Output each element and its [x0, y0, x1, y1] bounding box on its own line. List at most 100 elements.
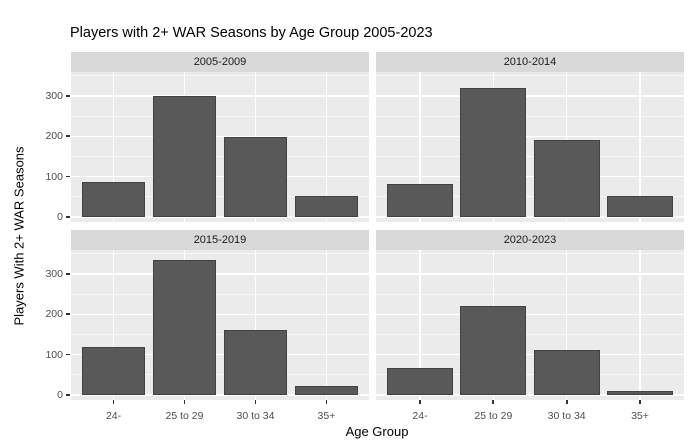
minor-gridline [71, 156, 369, 158]
bar-24- [81, 181, 146, 217]
bar-25-to-29 [152, 260, 217, 395]
bar-25-to-29 [460, 306, 527, 395]
y-tick-mark [66, 216, 70, 218]
vertical-gridline [325, 250, 328, 400]
facet-strip: 2020-2023 [376, 230, 684, 250]
x-tick-label: 24- [412, 410, 428, 422]
minor-gridline [376, 374, 684, 376]
x-tick-mark [419, 400, 421, 404]
y-tick-label: 0 [57, 389, 63, 401]
x-tick-mark [183, 400, 186, 404]
facet-2015-2019: 2015-2019 0 100 200 300 24- 25 to 29 30 to 34 3… [45, 230, 369, 422]
vertical-gridline [325, 72, 328, 222]
facet-strip: 2010-2014 [376, 52, 684, 72]
minor-gridline [71, 115, 369, 117]
y-tick-label: 100 [45, 170, 63, 183]
facet-panel [71, 250, 369, 400]
minor-gridline [376, 156, 684, 158]
major-gridline [376, 273, 684, 275]
y-tick-label: 100 [45, 348, 63, 361]
bar-25-to-29 [460, 88, 527, 217]
major-gridline [71, 273, 369, 275]
y-tick-label: 200 [45, 130, 63, 143]
facet-panel [376, 250, 684, 400]
vertical-gridline [419, 250, 421, 400]
x-tick-mark [112, 400, 115, 404]
bar-35+ [294, 386, 359, 395]
y-tick-mark [66, 135, 70, 138]
major-gridline [376, 313, 684, 316]
vertical-gridline [639, 250, 641, 400]
x-tick-mark [325, 400, 328, 404]
y-tick-mark [66, 273, 70, 275]
bar-30-to-34 [533, 349, 600, 395]
minor-gridline [71, 196, 369, 198]
minor-gridline [71, 75, 369, 77]
bar-25-to-29 [152, 96, 217, 217]
facet-strip-label: 2015-2019 [193, 234, 247, 246]
facet-strip-label: 2020-2023 [503, 234, 557, 246]
facet-strip-label: 2005-2009 [193, 56, 247, 68]
major-gridline [71, 394, 369, 396]
major-gridline [376, 353, 684, 356]
y-tick-mark [66, 95, 70, 97]
y-tick-mark [66, 313, 70, 316]
vertical-gridline [112, 72, 115, 222]
bar-35+ [607, 390, 673, 395]
vertical-gridline [639, 72, 641, 222]
minor-gridline [71, 293, 369, 295]
x-tick-mark [565, 400, 568, 404]
major-gridline [376, 135, 684, 138]
x-tick-label: 35+ [317, 410, 336, 422]
minor-gridline [376, 115, 684, 117]
minor-gridline [376, 196, 684, 198]
y-tick-label: 300 [45, 268, 63, 281]
bar-35+ [607, 196, 673, 217]
x-tick-label: 25 to 29 [165, 410, 204, 422]
chart-title: Players with 2+ WAR Seasons by Age Group… [70, 25, 433, 41]
y-tick-mark [66, 175, 70, 178]
x-tick-mark [492, 400, 495, 404]
major-gridline [71, 313, 369, 316]
major-gridline [71, 175, 369, 178]
facet-strip: 2005-2009 [71, 52, 369, 72]
vertical-gridline [565, 250, 568, 400]
minor-gridline [71, 253, 369, 255]
x-tick-label: 30 to 34 [547, 410, 586, 422]
facet-2005-2009: 2005-2009 0 100 200 300 [45, 52, 369, 223]
facet-2010-2014: 2010-2014 [376, 52, 684, 222]
bar-35+ [294, 196, 359, 217]
major-gridline [376, 175, 684, 178]
x-tick-label: 30 to 34 [236, 410, 275, 422]
y-tick-label: 0 [57, 211, 63, 223]
major-gridline [71, 135, 369, 138]
minor-gridline [71, 334, 369, 336]
facet-strip: 2015-2019 [71, 230, 369, 250]
minor-gridline [376, 293, 684, 295]
minor-gridline [71, 374, 369, 376]
y-axis-title: Players With 2+ WAR Seasons [11, 146, 27, 326]
major-gridline [376, 216, 684, 218]
x-tick-label: 35+ [631, 410, 649, 422]
facet-panel [71, 72, 369, 222]
vertical-gridline [419, 72, 421, 222]
bar-24- [387, 368, 453, 395]
y-tick-label: 200 [45, 308, 63, 321]
minor-gridline [376, 334, 684, 336]
bar-30-to-34 [223, 329, 288, 395]
x-tick-label: 25 to 29 [474, 410, 513, 422]
bar-30-to-34 [533, 140, 600, 217]
major-gridline [71, 95, 369, 97]
vertical-gridline [112, 250, 115, 400]
minor-gridline [376, 253, 684, 255]
bar-30-to-34 [223, 136, 288, 217]
major-gridline [376, 95, 684, 97]
y-tick-label: 300 [45, 90, 63, 103]
facet-panel [376, 72, 684, 222]
facet-strip-label: 2010-2014 [503, 56, 557, 68]
x-tick-mark [254, 400, 257, 404]
bar-24- [387, 183, 453, 217]
bar-24- [81, 346, 146, 395]
facet-2020-2023: 2020-2023 24- 25 to 29 30 to 34 35+ [376, 230, 684, 422]
